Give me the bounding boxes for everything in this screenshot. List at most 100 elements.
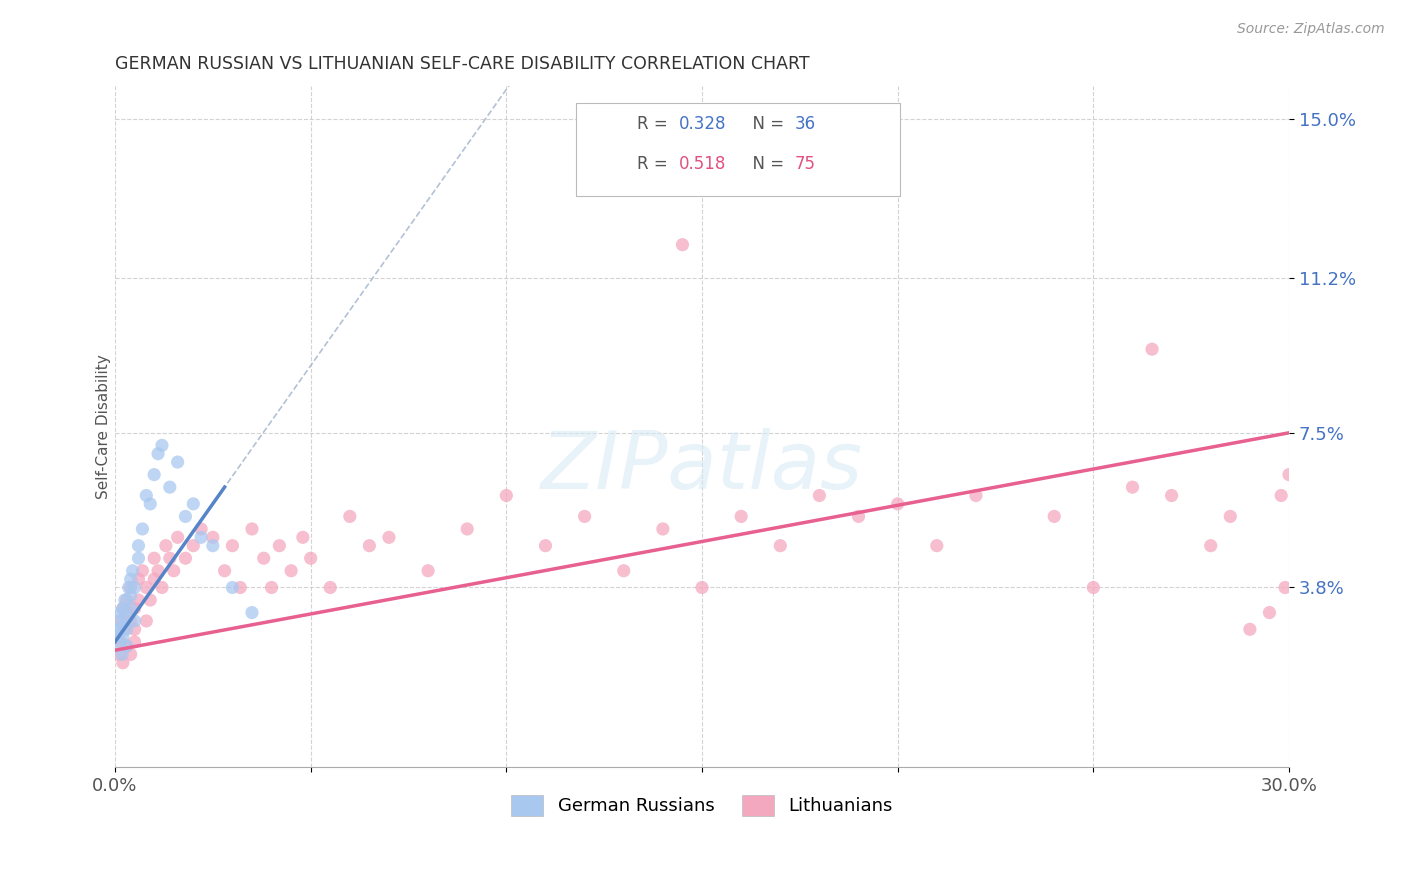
Text: Source: ZipAtlas.com: Source: ZipAtlas.com [1237,22,1385,37]
Point [190,530,212,544]
Point [229,581,252,595]
Point [495,489,517,503]
Text: 0.328: 0.328 [679,114,727,133]
Text: R =: R = [637,114,673,133]
Text: R =: R = [637,155,673,173]
Point [1199,539,1222,553]
Point [1274,581,1296,595]
Point [124,601,146,615]
Point [965,489,987,503]
Point [574,509,596,524]
Point [115,639,138,653]
Text: 36: 36 [794,114,815,133]
Point [124,635,146,649]
Point [115,606,138,620]
Point [416,564,439,578]
Point [115,593,138,607]
Text: 0.518: 0.518 [679,155,727,173]
Point [1121,480,1143,494]
Point [1258,606,1281,620]
Point [115,622,138,636]
Point [146,564,169,578]
Point [155,539,177,553]
Point [143,551,166,566]
Point [120,614,142,628]
Point [135,489,157,503]
Legend: German Russians, Lithuanians: German Russians, Lithuanians [503,788,900,823]
Point [190,522,212,536]
Point [139,497,162,511]
Point [118,581,141,595]
Point [108,614,131,628]
Y-axis label: Self-Care Disability: Self-Care Disability [97,354,111,499]
Point [120,601,142,615]
Point [120,581,142,595]
Text: 75: 75 [794,155,815,173]
Point [808,489,831,503]
Point [1219,509,1241,524]
Point [124,622,146,636]
Point [135,581,157,595]
Point [150,581,173,595]
Point [651,154,673,169]
Point [146,447,169,461]
Point [115,639,138,653]
Point [174,509,197,524]
Point [181,539,204,553]
Point [111,656,134,670]
Point [159,551,181,566]
Point [690,581,713,595]
Point [269,539,291,553]
Point [112,618,135,632]
Point [1043,509,1066,524]
Point [613,564,636,578]
Point [108,614,131,628]
Point [848,509,870,524]
Point [114,593,136,607]
Point [260,581,283,595]
Point [131,522,153,536]
Point [221,539,243,553]
Point [240,522,263,536]
Point [1160,489,1182,503]
Text: ZIPatlas: ZIPatlas [541,428,863,507]
Text: GERMAN RUSSIAN VS LITHUANIAN SELF-CARE DISABILITY CORRELATION CHART: GERMAN RUSSIAN VS LITHUANIAN SELF-CARE D… [115,55,810,73]
Point [111,631,134,645]
Point [221,581,243,595]
Point [299,551,322,566]
Point [150,438,173,452]
Point [886,497,908,511]
Point [108,635,131,649]
Point [111,601,134,615]
Point [534,539,557,553]
Point [143,467,166,482]
Point [456,522,478,536]
Text: N =: N = [742,155,790,173]
Point [121,564,143,578]
Point [651,522,673,536]
Point [124,581,146,595]
Point [181,497,204,511]
Point [139,593,162,607]
Point [128,539,150,553]
Point [1140,342,1163,356]
Point [280,564,302,578]
Point [291,530,314,544]
Point [105,626,128,640]
Text: N =: N = [742,114,790,133]
Point [319,581,342,595]
Point [114,622,136,636]
Point [108,622,131,636]
Point [163,564,186,578]
Point [730,509,752,524]
Point [671,237,693,252]
Point [359,539,381,553]
Point [135,614,157,628]
Point [120,648,142,662]
Point [120,589,142,603]
Point [166,530,188,544]
Point [1083,581,1105,595]
Point [769,539,792,553]
Point [201,539,224,553]
Point [111,601,134,615]
